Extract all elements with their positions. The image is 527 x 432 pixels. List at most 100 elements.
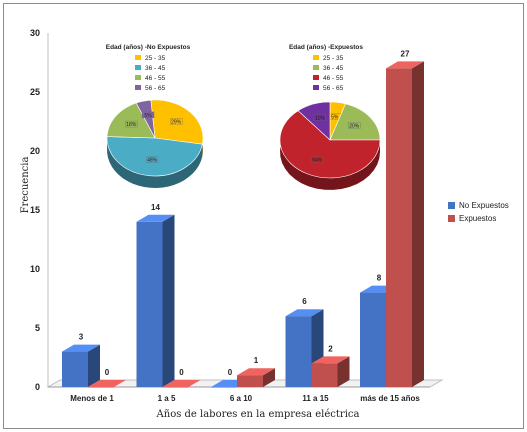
bar-side <box>412 61 424 388</box>
y-axis: 0 5 10 15 20 25 30 <box>30 28 40 392</box>
pie-slice <box>106 136 203 177</box>
pie-legend-swatch <box>135 65 141 70</box>
y-tick-label: 10 <box>30 264 40 274</box>
bar-side <box>162 214 175 387</box>
x-tick-label: 11 a 15 <box>302 394 329 403</box>
pie-data-label: 20% <box>349 124 360 130</box>
bar-data-label: 0 <box>228 368 233 377</box>
pie-legend-swatch <box>135 75 141 80</box>
bar-front <box>311 363 338 387</box>
pie-label-box <box>169 118 183 125</box>
pie-slice <box>135 99 156 139</box>
pie-label-box <box>125 120 138 128</box>
y-tick-label: 5 <box>35 323 40 333</box>
bar-front <box>386 68 412 388</box>
bars-layer: 3 0 14 0 0 1 6 2 8 27 <box>62 49 424 388</box>
bar-data-label: 2 <box>328 344 333 353</box>
bar-top <box>162 380 201 387</box>
pie-legend-label: 56 - 65 <box>145 85 166 92</box>
y-tick-label: 20 <box>30 146 40 156</box>
x-axis-title: Años de labores en la empresa eléctrica <box>156 409 360 420</box>
bar-top <box>285 309 324 317</box>
bar-top <box>237 368 275 376</box>
legend-label: Expuestos <box>459 214 496 223</box>
x-tick-label: Menos de 1 <box>70 394 114 403</box>
pie-legend-label: 56 - 65 <box>323 85 344 92</box>
pie-legend-swatch <box>313 75 319 80</box>
pie-label-box <box>313 114 326 121</box>
pie-data-label: 29% <box>171 120 182 126</box>
bar-front <box>211 387 237 388</box>
bar-side <box>88 344 100 387</box>
bar-data-label: 6 <box>302 297 307 306</box>
pie-title: Edad (años) -No Expuestos <box>106 44 191 51</box>
pie-label-box <box>141 111 155 119</box>
legend-label: No Expuestos <box>459 201 509 210</box>
pie-slice <box>297 101 331 141</box>
pie-legend-label: 36 - 45 <box>145 65 166 72</box>
x-tick-label: más de 15 años <box>360 394 420 403</box>
bar <box>136 214 175 387</box>
x-tick-label: 1 a 5 <box>158 394 176 403</box>
bar-front <box>162 387 189 388</box>
pie-legend-swatch <box>135 85 141 90</box>
bar-front <box>360 292 386 387</box>
bar <box>386 61 424 388</box>
pie-data-label: 11% <box>315 116 325 122</box>
bar-top <box>136 214 175 222</box>
bar-data-label: 3 <box>79 333 84 342</box>
bar-side <box>337 356 350 387</box>
pie-legend-swatch <box>313 85 319 90</box>
bar-data-label: 0 <box>179 368 184 377</box>
y-axis-title: Frecuencia <box>20 157 31 214</box>
pie-title: Edad (años) -Expuestos <box>289 44 363 51</box>
bar-front <box>237 375 263 387</box>
x-axis: Menos de 1 1 a 5 6 a 10 11 a 15 más de 15 añ… <box>70 394 420 403</box>
bar-side <box>263 368 275 387</box>
bar-top <box>386 61 424 69</box>
y-tick-label: 15 <box>30 205 40 215</box>
bar <box>162 380 201 388</box>
y-tick-label: 30 <box>30 28 40 38</box>
bar-top <box>311 356 350 364</box>
pie-legend-label: 46 - 55 <box>323 75 344 82</box>
pie-legend-swatch <box>135 55 141 60</box>
pie-chart-no-expuestos: Edad (años) -No Expuestos 25 - 35 36 - 45 4… <box>106 44 204 188</box>
legend: No Expuestos Expuestos <box>448 201 509 223</box>
pie-label-box <box>311 156 324 163</box>
bar-data-label: 8 <box>377 274 382 283</box>
pie-data-label: 48% <box>147 158 158 164</box>
bar-top <box>88 380 126 387</box>
pie-slice-side <box>107 136 203 188</box>
pie-slice <box>279 110 381 179</box>
bar <box>62 344 100 387</box>
bar-data-label: 0 <box>105 368 110 377</box>
pie-chart-expuestos: Edad (años) -Expuestos 25 - 35 36 - 45 46 -… <box>279 44 381 190</box>
bar <box>311 356 350 387</box>
bar-data-label: 14 <box>151 203 160 212</box>
bar-front <box>285 316 312 387</box>
pie-data-label: 5% <box>331 114 339 120</box>
pie-legend-label: 46 - 55 <box>145 75 166 82</box>
pie-slice <box>329 103 381 141</box>
pie-legend-label: 25 - 35 <box>145 55 166 62</box>
pie-slice <box>106 102 156 139</box>
pie-data-label: 18% <box>126 122 137 128</box>
bar-front <box>88 387 114 388</box>
y-tick-label: 0 <box>35 382 40 392</box>
bar-top <box>62 344 100 352</box>
bar-front <box>136 221 163 387</box>
pie-label-box <box>145 156 159 163</box>
bar-front <box>62 351 88 387</box>
legend-swatch <box>448 215 455 222</box>
bar-data-label: 27 <box>401 49 410 58</box>
bar <box>88 380 126 388</box>
pie-legend-swatch <box>313 55 319 60</box>
x-tick-label: 6 a 10 <box>230 394 253 403</box>
pie-data-label: 5% <box>144 113 152 119</box>
pie-legend-label: 36 - 45 <box>323 65 344 72</box>
y-tick-label: 25 <box>30 87 40 97</box>
pie-legend-label: 25 - 35 <box>323 55 344 62</box>
pie-label-box <box>348 122 361 129</box>
